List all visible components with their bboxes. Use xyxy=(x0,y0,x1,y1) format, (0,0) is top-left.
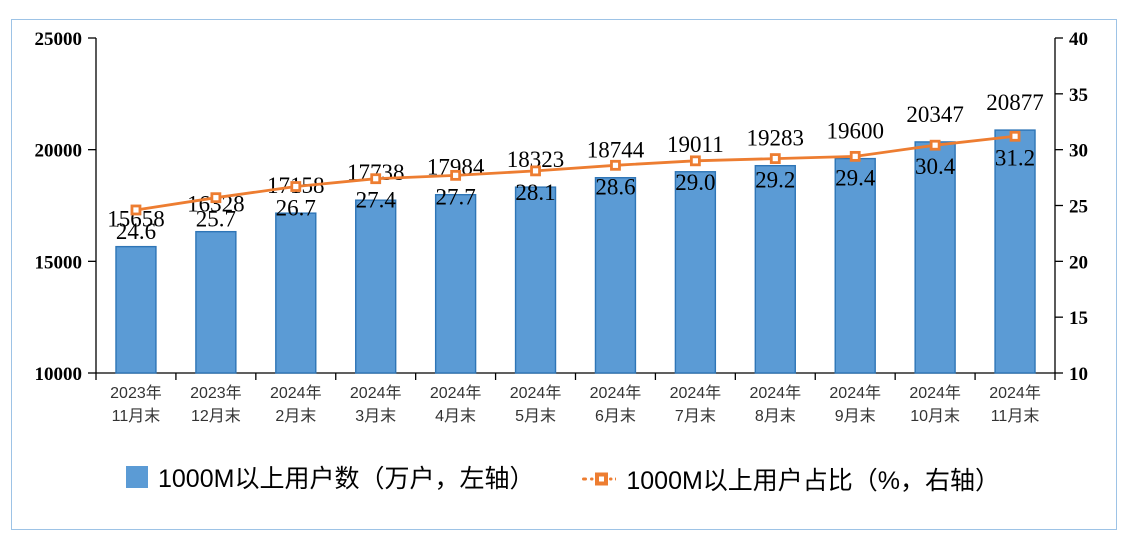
svg-text:19283: 19283 xyxy=(747,126,805,151)
svg-text:20: 20 xyxy=(1069,252,1088,273)
svg-text:25.7: 25.7 xyxy=(196,207,236,232)
svg-text:2024年: 2024年 xyxy=(590,384,642,402)
svg-text:18744: 18744 xyxy=(587,138,645,163)
svg-text:20877: 20877 xyxy=(986,90,1044,115)
svg-text:2023年: 2023年 xyxy=(190,384,242,402)
svg-text:27.4: 27.4 xyxy=(356,188,397,213)
svg-text:30: 30 xyxy=(1069,141,1088,162)
svg-text:15000: 15000 xyxy=(35,252,83,273)
svg-text:11月末: 11月末 xyxy=(112,407,161,425)
svg-text:2024年: 2024年 xyxy=(430,384,482,402)
svg-text:10000: 10000 xyxy=(35,364,83,385)
svg-text:2024年: 2024年 xyxy=(989,384,1041,402)
svg-text:2024年: 2024年 xyxy=(670,384,722,402)
svg-text:2023年: 2023年 xyxy=(110,384,162,402)
svg-text:19011: 19011 xyxy=(667,132,724,157)
svg-text:29.0: 29.0 xyxy=(675,170,715,195)
svg-text:4月末: 4月末 xyxy=(435,407,476,425)
svg-text:3月末: 3月末 xyxy=(355,407,396,425)
svg-text:8月末: 8月末 xyxy=(755,407,796,425)
svg-text:19600: 19600 xyxy=(826,119,884,144)
svg-text:35: 35 xyxy=(1069,85,1088,106)
svg-text:2024年: 2024年 xyxy=(749,384,801,402)
svg-text:7月末: 7月末 xyxy=(675,407,716,425)
svg-text:2024年: 2024年 xyxy=(270,384,322,402)
svg-text:6月末: 6月末 xyxy=(595,407,636,425)
svg-text:40: 40 xyxy=(1069,29,1088,50)
svg-text:24.6: 24.6 xyxy=(116,219,156,244)
svg-text:30.4: 30.4 xyxy=(915,154,956,179)
svg-text:28.6: 28.6 xyxy=(595,174,635,199)
svg-text:10月末: 10月末 xyxy=(910,407,960,425)
svg-text:29.4: 29.4 xyxy=(835,165,876,190)
svg-text:12月末: 12月末 xyxy=(191,407,241,425)
svg-text:15: 15 xyxy=(1069,308,1088,329)
svg-text:28.1: 28.1 xyxy=(515,180,555,205)
svg-text:2月末: 2月末 xyxy=(275,407,316,425)
svg-text:25000: 25000 xyxy=(35,29,83,50)
svg-text:31.2: 31.2 xyxy=(995,145,1035,170)
svg-text:2024年: 2024年 xyxy=(350,384,402,402)
svg-text:2024年: 2024年 xyxy=(909,384,961,402)
svg-text:9月末: 9月末 xyxy=(835,407,876,425)
svg-text:2024年: 2024年 xyxy=(829,384,881,402)
svg-text:11月末: 11月末 xyxy=(991,407,1040,425)
svg-text:29.2: 29.2 xyxy=(755,168,795,193)
svg-text:25: 25 xyxy=(1069,197,1088,218)
svg-text:10: 10 xyxy=(1069,364,1088,385)
svg-text:5月末: 5月末 xyxy=(515,407,556,425)
svg-text:26.7: 26.7 xyxy=(276,196,316,221)
svg-text:20347: 20347 xyxy=(906,102,964,127)
svg-text:20000: 20000 xyxy=(35,141,83,162)
svg-text:2024年: 2024年 xyxy=(510,384,562,402)
svg-text:27.7: 27.7 xyxy=(435,184,475,209)
